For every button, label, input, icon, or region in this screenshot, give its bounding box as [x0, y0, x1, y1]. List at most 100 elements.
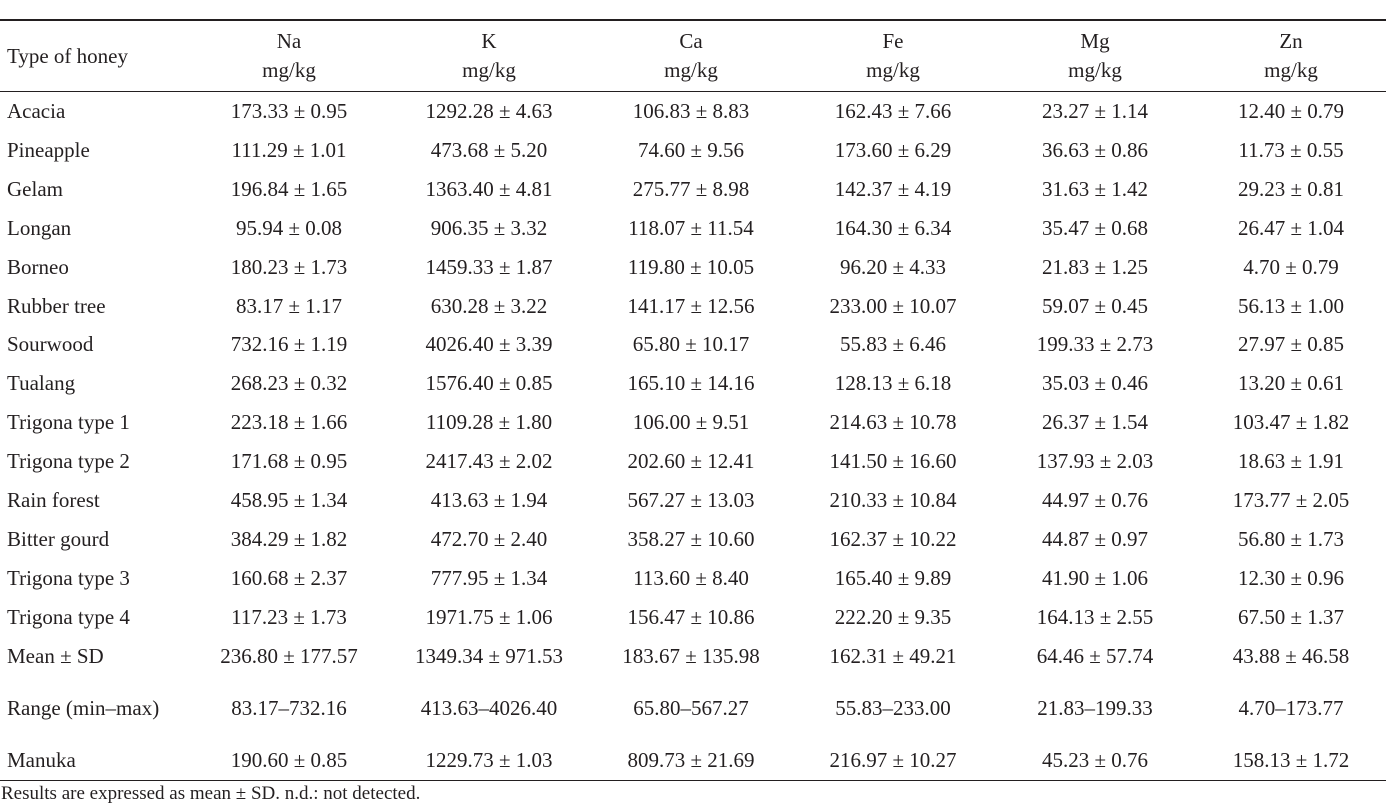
- cell-ca: 358.27 ± 10.60: [627, 526, 755, 551]
- cell-fe: 216.97 ± 10.27: [829, 747, 957, 772]
- cell-k: 1109.28 ± 1.80: [425, 410, 553, 435]
- cell-fe: 142.37 ± 4.19: [834, 176, 952, 201]
- header-symbol: Zn: [1279, 29, 1303, 53]
- cell-k: 413.63 ± 1.94: [430, 488, 548, 513]
- cell-zn: 12.30 ± 0.96: [1237, 565, 1345, 590]
- table-row: Borneo 180.23 ± 1.73 1459.33 ± 1.87 119.…: [0, 248, 1386, 287]
- cell-fe: 164.30 ± 6.34: [834, 215, 952, 240]
- header-symbol: Ca: [679, 29, 703, 53]
- header-na: Na mg/kg: [190, 20, 388, 92]
- cell-mg: 35.03 ± 0.46: [1041, 371, 1149, 396]
- cell-ca: 141.17 ± 12.56: [627, 293, 755, 318]
- cell-zn: 12.40 ± 0.79: [1237, 99, 1345, 123]
- cell-k: 906.35 ± 3.32: [430, 215, 548, 240]
- row-label: Gelam: [7, 176, 63, 201]
- header-unit: mg/kg: [866, 58, 920, 82]
- cell-mg: 23.27 ± 1.14: [1041, 99, 1149, 123]
- cell-ca: 809.73 ± 21.69: [627, 747, 755, 772]
- table-title-cut-off: [0, 0, 1386, 4]
- header-zn: Zn mg/kg: [1196, 20, 1386, 92]
- cell-zn: 158.13 ± 1.72: [1232, 747, 1350, 772]
- cell-fe: 210.33 ± 10.84: [829, 488, 957, 513]
- cell-k: 1229.73 ± 1.03: [425, 747, 553, 772]
- row-label: Longan: [7, 215, 72, 240]
- header-symbol: Mg: [1080, 29, 1110, 53]
- table-row: Gelam 196.84 ± 1.65 1363.40 ± 4.81 275.7…: [0, 170, 1386, 209]
- cell-fe: 165.40 ± 9.89: [834, 565, 952, 590]
- row-label: Pineapple: [7, 137, 90, 162]
- cell-k: 777.95 ± 1.34: [430, 565, 548, 590]
- cell-na: 180.23 ± 1.73: [230, 254, 348, 279]
- header-symbol: K: [481, 29, 497, 53]
- cell-na: 160.68 ± 2.37: [230, 565, 348, 590]
- cell-na: 458.95 ± 1.34: [230, 488, 348, 513]
- cell-ca: 65.80 ± 10.17: [632, 332, 750, 357]
- row-label: Acacia: [7, 99, 66, 123]
- cell-zn: 11.73 ± 0.55: [1238, 137, 1344, 162]
- cell-fe: 214.63 ± 10.78: [829, 410, 957, 435]
- cell-mg: 44.97 ± 0.76: [1041, 488, 1149, 513]
- cell-fe: 162.43 ± 7.66: [834, 99, 952, 123]
- header-ca: Ca mg/kg: [590, 20, 792, 92]
- cell-na: 268.23 ± 0.32: [230, 371, 348, 396]
- row-label: Borneo: [7, 254, 69, 279]
- cell-fe: 141.50 ± 16.60: [829, 449, 957, 474]
- cell-ca: 113.60 ± 8.40: [633, 565, 749, 590]
- header-unit: mg/kg: [462, 58, 516, 82]
- cell-k: 4026.40 ± 3.39: [425, 332, 553, 357]
- table-row: Longan 95.94 ± 0.08 906.35 ± 3.32 118.07…: [0, 209, 1386, 248]
- cell-mg: 21.83–199.33: [1037, 695, 1153, 720]
- cell-ca: 118.07 ± 11.54: [628, 215, 754, 240]
- row-label: Range (min–max): [7, 695, 160, 720]
- cell-k: 2417.43 ± 2.02: [425, 449, 553, 474]
- cell-mg: 21.83 ± 1.25: [1041, 254, 1149, 279]
- row-label: Trigona type 4: [7, 604, 130, 629]
- cell-na: 83.17 ± 1.17: [235, 293, 343, 318]
- row-label: Trigona type 2: [7, 449, 130, 474]
- cell-mg: 199.33 ± 2.73: [1036, 332, 1154, 357]
- cell-k: 413.63–4026.40: [420, 695, 558, 720]
- cell-k: 1363.40 ± 4.81: [425, 176, 553, 201]
- cell-na: 223.18 ± 1.66: [230, 410, 348, 435]
- cell-ca: 119.80 ± 10.05: [627, 254, 755, 279]
- cell-mg: 31.63 ± 1.42: [1041, 176, 1149, 201]
- table-row: Bitter gourd 384.29 ± 1.82 472.70 ± 2.40…: [0, 520, 1386, 559]
- cell-fe: 162.31 ± 49.21: [829, 643, 957, 668]
- cell-zn: 4.70–173.77: [1238, 695, 1344, 720]
- cell-na: 196.84 ± 1.65: [230, 176, 348, 201]
- table-row-manuka: Manuka 190.60 ± 0.85 1229.73 ± 1.03 809.…: [0, 741, 1386, 780]
- cell-k: 630.28 ± 3.22: [430, 293, 548, 318]
- cell-mg: 36.63 ± 0.86: [1041, 137, 1149, 162]
- header-unit: mg/kg: [1264, 58, 1318, 82]
- cell-ca: 106.83 ± 8.83: [632, 99, 750, 123]
- table-row: Rain forest 458.95 ± 1.34 413.63 ± 1.94 …: [0, 481, 1386, 520]
- cell-fe: 55.83–233.00: [835, 695, 951, 720]
- cell-na: 83.17–732.16: [231, 695, 347, 720]
- cell-ca: 202.60 ± 12.41: [627, 449, 755, 474]
- cell-fe: 55.83 ± 6.46: [839, 332, 947, 357]
- cell-ca: 74.60 ± 9.56: [637, 137, 745, 162]
- cell-mg: 59.07 ± 0.45: [1041, 293, 1149, 318]
- cell-ca: 156.47 ± 10.86: [627, 604, 755, 629]
- row-label: Rubber tree: [7, 293, 106, 318]
- cell-zn: 173.77 ± 2.05: [1232, 488, 1350, 513]
- cell-na: 236.80 ± 177.57: [220, 643, 358, 668]
- row-label: Rain forest: [7, 488, 100, 513]
- cell-na: 171.68 ± 0.95: [230, 449, 348, 474]
- cell-mg: 164.13 ± 2.55: [1036, 604, 1154, 629]
- cell-k: 1349.34 ± 971.53: [414, 643, 564, 668]
- cell-na: 173.33 ± 0.95: [230, 99, 348, 123]
- row-label: Mean ± SD: [7, 643, 104, 668]
- row-label: Tualang: [7, 371, 76, 396]
- cell-fe: 128.13 ± 6.18: [834, 371, 952, 396]
- cell-ca: 106.00 ± 9.51: [632, 410, 750, 435]
- cell-fe: 173.60 ± 6.29: [834, 137, 952, 162]
- header-fe: Fe mg/kg: [792, 20, 994, 92]
- table-row-mean-sd: Mean ± SD 236.80 ± 177.57 1349.34 ± 971.…: [0, 637, 1386, 676]
- cell-zn: 29.23 ± 0.81: [1237, 176, 1345, 201]
- cell-zn: 27.97 ± 0.85: [1237, 332, 1345, 357]
- cell-na: 732.16 ± 1.19: [230, 332, 348, 357]
- cell-k: 1292.28 ± 4.63: [425, 99, 553, 123]
- cell-fe: 96.20 ± 4.33: [839, 254, 947, 279]
- cell-mg: 45.23 ± 0.76: [1041, 747, 1149, 772]
